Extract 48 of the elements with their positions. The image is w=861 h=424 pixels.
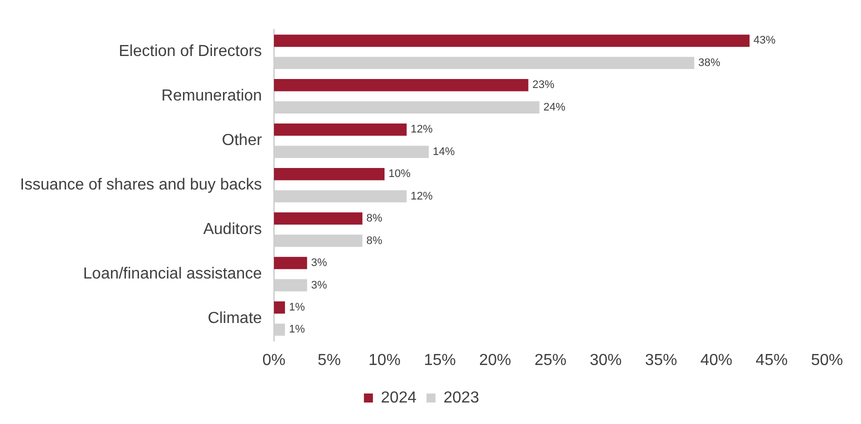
bar	[274, 212, 362, 225]
bar	[274, 190, 407, 202]
data-label: 10%	[388, 168, 411, 180]
y-tick-label: Climate	[208, 310, 262, 327]
x-tick-label: 40%	[700, 352, 732, 369]
data-label: 1%	[288, 324, 306, 336]
data-label: 8%	[366, 212, 383, 225]
bar	[274, 301, 285, 314]
bar	[274, 279, 308, 292]
y-tick-label: Remuneration	[161, 88, 262, 105]
data-label: 3%	[311, 257, 328, 270]
legend-label: 2024	[380, 389, 417, 406]
x-tick-label: 5%	[318, 352, 341, 369]
bar	[274, 124, 407, 136]
y-tick-label: Election of Directors	[118, 43, 262, 60]
bar	[274, 101, 540, 114]
bar	[274, 146, 429, 158]
y-tick-label: Issuance of shares and buy backs	[20, 176, 262, 194]
x-tick-label: 50%	[810, 352, 844, 369]
data-label: 23%	[532, 79, 555, 92]
x-tick-label: 30%	[590, 352, 622, 369]
data-label: 43%	[754, 34, 776, 47]
x-tick-label: 15%	[424, 352, 456, 369]
bar	[274, 234, 362, 247]
data-label: 12%	[410, 124, 433, 136]
data-label: 38%	[698, 56, 720, 69]
data-label: 14%	[432, 146, 456, 158]
y-tick-label: Auditors	[203, 221, 262, 238]
bar	[274, 79, 528, 92]
y-tick-label: Loan/financial assistance	[83, 266, 262, 283]
x-tick-label: 20%	[479, 352, 512, 369]
bar	[274, 56, 694, 70]
data-label: 12%	[410, 190, 433, 202]
data-label: 1%	[288, 301, 306, 314]
bar	[274, 168, 385, 180]
x-tick-label: 35%	[645, 352, 678, 369]
data-label: 24%	[543, 101, 566, 114]
bar	[274, 34, 750, 47]
legend-label: 2023	[444, 389, 480, 406]
x-tick-label: 45%	[756, 352, 788, 369]
bar	[274, 324, 285, 336]
x-tick-label: 25%	[534, 352, 566, 369]
bar	[274, 256, 308, 270]
x-tick-label: 0%	[262, 352, 286, 369]
data-label: 3%	[311, 279, 328, 292]
x-tick-label: 10%	[368, 352, 401, 369]
y-tick-label: Other	[222, 132, 263, 150]
data-label: 8%	[366, 234, 383, 247]
